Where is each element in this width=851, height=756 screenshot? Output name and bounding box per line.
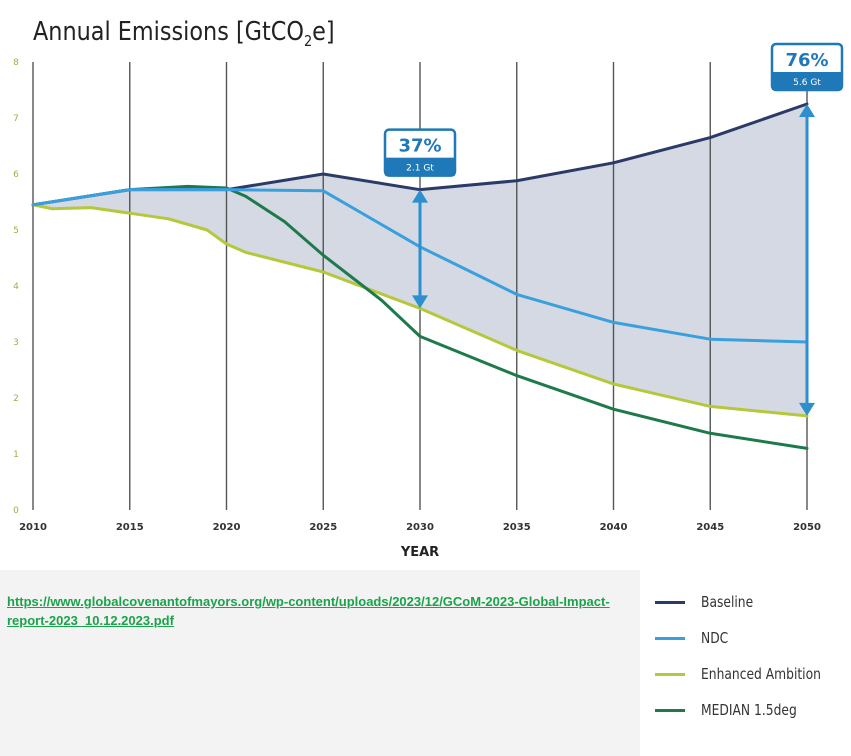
x-tick-label: 2040 [600,522,628,533]
chart-title-tail: e] [312,15,334,46]
y-tick-label: 8 [13,58,19,68]
arrowhead-down-icon [412,295,428,309]
chart-title-subscript: 2 [304,33,312,50]
source-panel: https://www.globalcovenantofmayors.org/w… [0,570,640,756]
emissions-chart: Annual Emissions [GtCO2e] 37%2.1 Gt76%5.… [13,15,844,560]
x-tick-label: 2015 [116,522,144,533]
chart-panel: Annual Emissions [GtCO2e] 37% 2.1 Gt 76% 5.… [13,15,844,560]
annotation-box-band [772,72,842,90]
reduction-annotations: 37% 2.1 Gt 76% 5.6 Gt [383,42,844,416]
legend-item-median-1-5deg: MEDIAN 1.5deg [655,695,818,725]
legend-item-enhanced-ambition: Enhanced Ambition [655,659,847,689]
x-tick-label: 2020 [213,522,241,533]
y-tick-label: 6 [13,170,19,180]
legend-label: NDC [701,629,729,647]
arrowhead-up-icon [412,189,428,203]
x-axis-label: YEAR [400,545,439,560]
x-tick-label: 2010 [19,522,47,533]
y-tick-label: 7 [13,114,19,124]
annotation-percent: 76% [785,50,828,71]
legend-swatch-baseline [655,600,685,604]
y-tick-label: 3 [13,338,19,348]
x-axis-ticks: 2010 2015 2020 2025 2030 2035 2040 2045 2050 [19,522,821,533]
arrowhead-down-icon [799,402,815,416]
annotation-amount: 2.1 Gt [406,164,434,174]
x-tick-label: 2025 [309,522,337,533]
legend-label: MEDIAN 1.5deg [701,701,797,719]
x-tick-label: 2045 [696,522,724,533]
legend-item-ndc: NDC [655,623,734,653]
legend-swatch-median [655,708,685,712]
legend-swatch-enhanced-ambition [655,672,685,676]
y-tick-label: 1 [13,450,19,460]
y-tick-label: 5 [13,226,19,236]
series-line-enhanced-ambition [31,203,809,418]
y-tick-label: 2 [13,394,19,404]
chart-title-main: Annual Emissions [GtCO [33,15,304,46]
y-axis-ticks: 0 1 2 3 4 5 6 7 8 [13,58,19,516]
annotation-amount: 5.6 Gt [793,78,821,88]
chart-title: Annual Emissions [GtCO2e] [33,15,335,50]
legend-label: Baseline [701,593,754,611]
chart-legend: Baseline NDC Enhanced Ambition MEDIAN 1.… [655,582,851,756]
legend-item-baseline: Baseline [655,587,765,617]
legend-swatch-ndc [655,636,685,640]
legend-label: Enhanced Ambition [701,665,821,683]
arrowhead-up-icon [799,104,815,117]
y-tick-label: 0 [13,506,19,516]
x-tick-label: 2035 [503,522,531,533]
y-tick-label: 4 [13,282,19,292]
annotation-box-band [385,157,455,176]
series-line-median-1-5deg [31,184,809,450]
annotation-2050: 76% 5.6 Gt [770,42,844,416]
source-link[interactable]: https://www.globalcovenantofmayors.org/w… [7,594,610,628]
x-tick-label: 2030 [406,522,434,533]
x-tick-label: 2050 [793,522,821,533]
annotation-2030: 37% 2.1 Gt [383,128,457,309]
annotation-percent: 37% [398,136,441,157]
